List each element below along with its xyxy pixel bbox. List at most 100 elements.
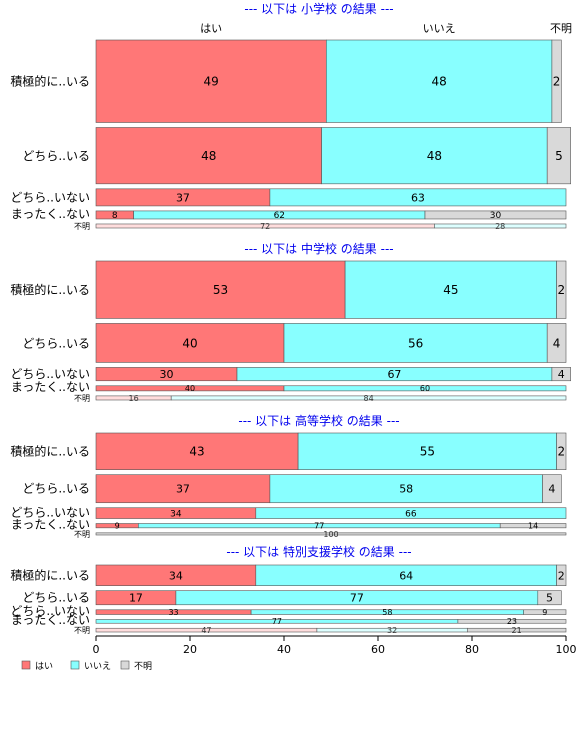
bar-segment-unknown: [546, 127, 572, 185]
bar-segment-unknown: [551, 39, 562, 123]
header-label-yes: はい: [200, 22, 222, 35]
row-label: 不明: [74, 530, 90, 539]
bar-row: 不明 16 84: [74, 394, 567, 403]
legend-swatch-unknown: [120, 660, 130, 670]
data-label: 5: [555, 149, 563, 163]
panel-title: --- 以下は 特別支援学校 の結果 ---: [226, 544, 411, 559]
data-label: 14: [528, 522, 538, 531]
row-label: どちら..いる: [22, 591, 90, 605]
row-label: 不明: [74, 394, 90, 403]
row-label: どちら..いる: [22, 149, 90, 163]
data-label: 58: [399, 483, 413, 496]
legend-swatch-yes: [21, 660, 31, 670]
data-label: 63: [411, 191, 425, 204]
legend-label-unknown: 不明: [134, 661, 152, 672]
data-label: 77: [350, 592, 364, 605]
bar-segment-unknown: [537, 590, 562, 606]
data-label: 77: [272, 617, 282, 626]
data-label: 28: [495, 222, 505, 231]
data-label: 47: [201, 626, 211, 635]
bar-segment-unknown: [95, 532, 567, 536]
bar-segment-unknown: [466, 627, 567, 633]
data-label: 62: [274, 211, 285, 221]
legend-swatch-no: [70, 660, 80, 670]
data-label: 40: [182, 336, 197, 350]
data-label: 34: [170, 509, 182, 519]
data-label: 16: [129, 394, 139, 403]
row-label: 積極的に..いる: [10, 444, 90, 459]
bar-segment-yes: [95, 474, 271, 504]
bar-row: どちら..いる 40 56 4: [22, 323, 567, 363]
data-label: 4: [548, 483, 555, 496]
data-label: 2: [558, 569, 565, 582]
data-label: 64: [399, 569, 413, 582]
data-label: 2: [557, 445, 565, 459]
bar-row: まったく..ない 8 62 30: [11, 207, 567, 221]
data-label: 77: [314, 522, 324, 531]
bar-segment-yes: [95, 323, 285, 363]
data-label: 84: [364, 394, 374, 403]
bar-segment-unknown: [556, 564, 567, 586]
row-label: どちら..いない: [10, 505, 90, 519]
panel-title: --- 以下は 高等学校 の結果 ---: [238, 413, 399, 428]
data-label: 60: [420, 384, 430, 393]
bar-segment-no: [283, 385, 567, 392]
panel-title: --- 以下は 中学校 の結果 ---: [244, 241, 393, 256]
data-label: 48: [431, 75, 446, 89]
bar-row: 積極的に..いる 53 45 2: [10, 260, 567, 319]
header-label-no: いいえ: [423, 22, 456, 35]
bar-segment-no: [321, 127, 548, 185]
data-label: 55: [420, 445, 435, 459]
bar-row: まったく..ない 40 60: [11, 380, 567, 394]
data-label: 4: [558, 368, 565, 381]
bar-segment-unknown: [499, 523, 567, 529]
data-label: 40: [185, 384, 195, 393]
bar-segment-no: [297, 432, 557, 470]
x-tick-label: 20: [183, 643, 197, 656]
bar-segment-unknown: [523, 609, 567, 615]
panel: --- 以下は 高等学校 の結果 --- 積極的に..いる 43 55 2 どちら..いる…: [10, 413, 567, 539]
row-label: 不明: [74, 222, 90, 231]
data-label: 2: [553, 75, 561, 89]
x-tick-label: 80: [465, 643, 479, 656]
data-label: 48: [427, 149, 442, 163]
x-tick-label: 100: [556, 643, 577, 656]
data-label: 37: [176, 483, 190, 496]
row-label: どちら..いない: [10, 604, 90, 618]
bar-row: どちら..いる 37 58 4: [22, 474, 562, 504]
data-label: 53: [213, 283, 228, 297]
row-label: どちら..いる: [22, 482, 90, 496]
bar-segment-unknown: [551, 367, 572, 382]
bar-segment-no: [344, 260, 557, 319]
data-label: 58: [382, 608, 392, 617]
legend: はい いいえ 不明: [21, 660, 152, 672]
row-label: まったく..ない: [11, 380, 90, 394]
bar-segment-no: [325, 39, 553, 123]
data-label: 9: [542, 608, 547, 617]
x-axis: 0 20 40 60 80 100: [93, 635, 577, 656]
data-label: 67: [387, 368, 401, 381]
legend-label-no: いいえ: [84, 661, 111, 672]
bar-row: どちら..いない 33 58 9: [10, 604, 567, 618]
bar-segment-no: [269, 188, 567, 207]
x-tick-label: 40: [277, 643, 291, 656]
panel-title: --- 以下は 小学校 の結果 ---: [244, 1, 393, 16]
bar-segment-unknown: [424, 210, 567, 220]
legend-label-yes: はい: [35, 661, 53, 672]
bar-row: どちら..いない 34 66: [10, 505, 567, 519]
data-label: 5: [546, 592, 553, 605]
bar-segment-unknown: [546, 323, 567, 363]
row-label: どちら..いる: [22, 336, 90, 350]
bar-segment-yes: [95, 39, 327, 123]
bar-segment-unknown: [457, 619, 567, 624]
bar-segment-no: [269, 474, 543, 504]
data-label: 2: [557, 283, 565, 297]
panel: --- 以下は 特別支援学校 の結果 --- 積極的に..いる 34 64 2 どちら..…: [10, 544, 567, 635]
bar-segment-no: [255, 507, 567, 519]
x-tick-label: 60: [371, 643, 385, 656]
bar-segment-no: [170, 395, 567, 401]
bar-row: まったく..ない 77 23: [11, 613, 567, 627]
data-label: 56: [408, 336, 423, 350]
